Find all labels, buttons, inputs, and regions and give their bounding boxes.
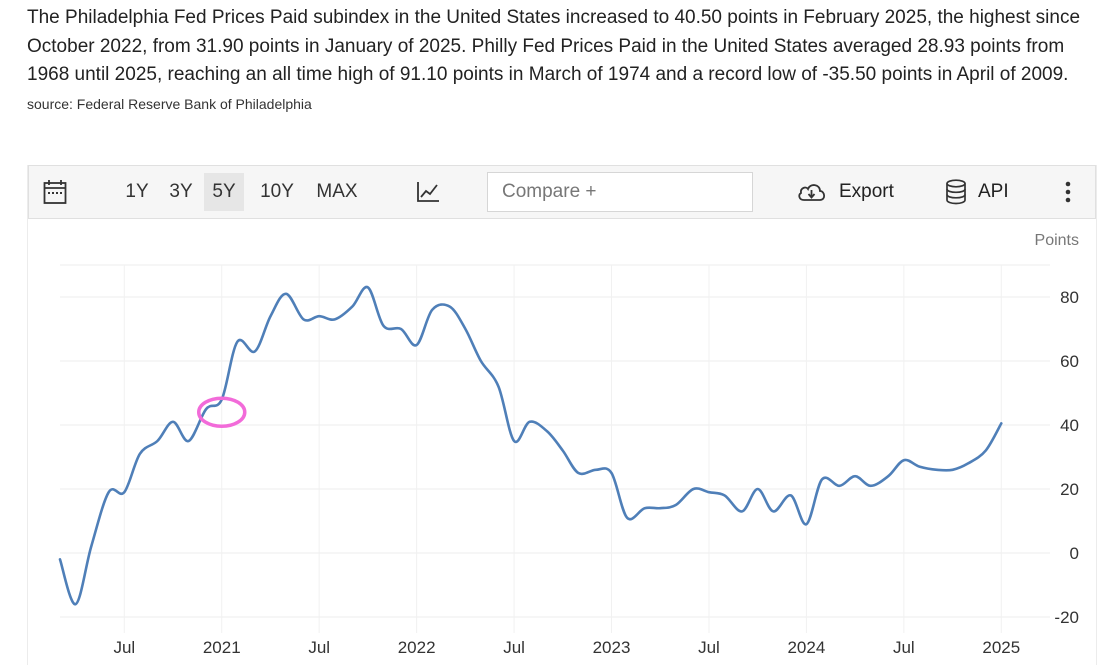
y-tick-label: 40 — [1060, 416, 1079, 435]
x-tick-label: 2022 — [398, 638, 436, 657]
range-10y[interactable]: 10Y — [260, 181, 294, 202]
range-max[interactable]: MAX — [316, 181, 358, 202]
x-tick-label: Jul — [698, 638, 720, 657]
compare-input[interactable]: Compare + — [487, 172, 753, 212]
source-text: source: Federal Reserve Bank of Philadel… — [27, 95, 312, 112]
calendar-icon[interactable] — [43, 166, 73, 218]
x-tick-label: 2021 — [203, 638, 241, 657]
chart-panel: 1Y 3Y 5Y 10Y MAX Compare + Export — [27, 165, 1097, 665]
x-tick-label: 2024 — [787, 638, 825, 657]
annotation-circle — [197, 396, 247, 428]
cloud-download-icon — [796, 181, 830, 203]
y-tick-label: 0 — [1070, 544, 1079, 563]
database-icon — [945, 179, 967, 205]
api-button[interactable]: API — [945, 166, 1015, 218]
more-vertical-icon[interactable] — [1065, 166, 1079, 218]
series-line — [58, 285, 1003, 606]
export-button[interactable]: Export — [796, 166, 896, 218]
description: The Philadelphia Fed Prices Paid subinde… — [27, 4, 1099, 118]
y-tick-label: 20 — [1060, 480, 1079, 499]
y-tick-label: -20 — [1054, 608, 1079, 627]
x-tick-label: Jul — [893, 638, 915, 657]
unit-label: Points — [1035, 232, 1079, 249]
line-chart: Points 80 60 40 20 0 -20 Jul 2021 Jul 2022 Jul 202… — [58, 232, 1079, 657]
range-1y[interactable]: 1Y — [125, 181, 149, 202]
export-label: Export — [839, 181, 894, 202]
x-tick-label: 2025 — [982, 638, 1020, 657]
y-tick-label: 80 — [1060, 288, 1079, 307]
x-tick-label: Jul — [308, 638, 330, 657]
range-3y[interactable]: 3Y — [169, 181, 193, 202]
x-tick-label: 2023 — [593, 638, 631, 657]
chart-toolbar: 1Y 3Y 5Y 10Y MAX Compare + Export — [28, 165, 1096, 219]
x-tick-label: Jul — [113, 638, 135, 657]
range-5y[interactable]: 5Y — [204, 173, 244, 211]
api-label: API — [978, 181, 1009, 202]
y-tick-label: 60 — [1060, 352, 1079, 371]
x-tick-label: Jul — [503, 638, 525, 657]
line-chart-icon[interactable] — [416, 166, 442, 218]
description-text: The Philadelphia Fed Prices Paid subinde… — [27, 7, 1081, 85]
